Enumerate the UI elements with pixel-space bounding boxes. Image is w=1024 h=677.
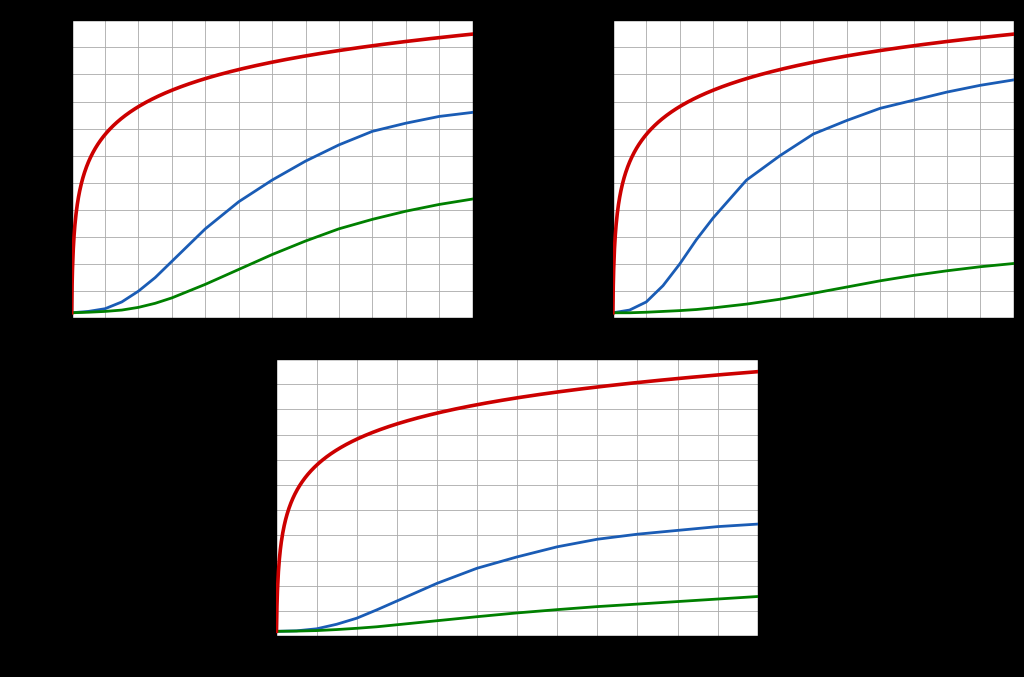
Y-axis label: Temperatura (ºC): Temperatura (ºC) (549, 102, 562, 237)
X-axis label: Tempo (minutos): Tempo (minutos) (748, 347, 880, 360)
X-axis label: Tempo (minutos): Tempo (minutos) (452, 665, 583, 677)
Title: Mesa inferior: Mesa inferior (205, 0, 339, 16)
Y-axis label: Temperatura (ºC): Temperatura (ºC) (7, 102, 22, 237)
Y-axis label: Temperatura (ºC): Temperatura (ºC) (212, 430, 226, 565)
Title: Mesa superior: Mesa superior (445, 336, 589, 355)
Title: Alma: Alma (787, 0, 839, 16)
X-axis label: Tempo (minutos): Tempo (minutos) (206, 347, 338, 360)
